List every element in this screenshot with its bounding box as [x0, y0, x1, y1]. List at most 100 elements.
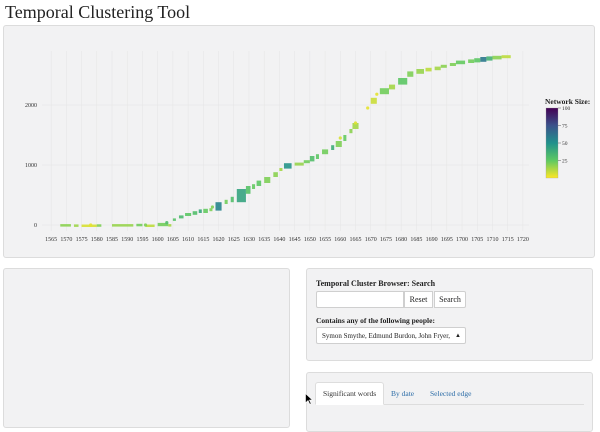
cluster-point[interactable]: [366, 106, 370, 110]
cluster-point[interactable]: [210, 205, 215, 209]
reset-button[interactable]: Reset: [404, 291, 433, 308]
search-button[interactable]: Search: [434, 291, 466, 308]
x-tick-label: 1670: [365, 237, 377, 243]
x-tick-label: 1675: [380, 237, 392, 243]
cluster-segment[interactable]: [203, 208, 208, 213]
cluster-segment[interactable]: [81, 224, 97, 228]
cluster-segment[interactable]: [198, 209, 202, 213]
cluster-segment[interactable]: [352, 123, 359, 129]
tab-selected-edge[interactable]: Selected edge: [430, 388, 472, 398]
x-tick-label: 1620: [213, 237, 225, 243]
cluster-segment[interactable]: [474, 58, 481, 63]
cluster-segment[interactable]: [434, 66, 441, 71]
x-axis: 1565 1570 1575 1580 1585 1590 1595 1600 1605 1610…: [45, 237, 529, 243]
cluster-segment[interactable]: [486, 56, 493, 61]
cluster-segment[interactable]: [96, 224, 102, 227]
cluster-segment[interactable]: [185, 213, 192, 216]
legend-colorbar: [545, 107, 559, 179]
cluster-segment[interactable]: [283, 163, 292, 169]
x-tick-label: 1605: [167, 237, 179, 243]
legend: Network Size: 100 75 50 25: [545, 97, 590, 179]
x-tick-label: 1710: [486, 237, 498, 243]
tab-significant-words[interactable]: Significant words: [315, 382, 385, 405]
cluster-segment[interactable]: [236, 189, 246, 203]
cluster-point[interactable]: [375, 92, 379, 96]
cluster-segment[interactable]: [349, 129, 353, 134]
cluster-segment[interactable]: [331, 145, 335, 150]
x-tick-label: 1660: [334, 237, 346, 243]
cluster-segment[interactable]: [264, 177, 271, 183]
cluster-segment[interactable]: [172, 218, 176, 221]
cluster-segment[interactable]: [501, 55, 511, 59]
x-tick-label: 1625: [228, 237, 240, 243]
cluster-segment[interactable]: [157, 222, 169, 227]
x-tick-label: 1655: [319, 237, 331, 243]
tab-bar: Significant words By date Selected edge: [315, 382, 584, 405]
cluster-point[interactable]: [353, 121, 358, 125]
people-select[interactable]: Symon Smythe, Edmund Burdon, John Fryer,…: [316, 327, 466, 344]
cluster-segment[interactable]: [256, 180, 262, 186]
network-chart[interactable]: 1565 1570 1575 1580 1585 1590 1595 1600 1605 1610…: [4, 26, 594, 257]
cluster-segment[interactable]: [294, 162, 304, 166]
x-tick-label: 1590: [121, 237, 133, 243]
cluster-segment[interactable]: [407, 71, 414, 77]
y-tick-label: 0: [34, 223, 37, 229]
cluster-segment[interactable]: [322, 149, 329, 155]
cluster-segment[interactable]: [145, 224, 155, 228]
cluster-point[interactable]: [89, 223, 93, 227]
cluster-point[interactable]: [338, 136, 342, 140]
cluster-segment[interactable]: [245, 186, 251, 194]
cluster-segment[interactable]: [112, 224, 134, 227]
cluster-segment[interactable]: [449, 63, 456, 66]
cluster-segment[interactable]: [468, 59, 475, 63]
cluster-segment[interactable]: [252, 184, 256, 189]
cluster-segment[interactable]: [136, 223, 143, 227]
cluster-segment[interactable]: [492, 55, 502, 60]
x-tick-label: 1580: [91, 237, 103, 243]
cluster-segment[interactable]: [315, 154, 319, 159]
x-tick-label: 1665: [350, 237, 362, 243]
x-tick-label: 1635: [258, 237, 270, 243]
cluster-segment[interactable]: [273, 172, 278, 177]
cluster-point[interactable]: [165, 221, 169, 225]
cluster-segment[interactable]: [73, 224, 79, 227]
cluster-segment[interactable]: [303, 160, 310, 164]
cluster-segment[interactable]: [480, 57, 487, 62]
cluster-segment[interactable]: [343, 135, 347, 141]
y-tick-label: 1000: [25, 163, 37, 169]
cluster-segment[interactable]: [279, 168, 283, 171]
cluster-segment[interactable]: [230, 196, 234, 203]
x-tick-label: 1585: [106, 237, 118, 243]
cluster-segment[interactable]: [209, 208, 213, 212]
cluster-segment[interactable]: [398, 78, 408, 85]
cluster-segment[interactable]: [455, 60, 466, 65]
search-panel: Temporal Cluster Browser: Search Reset S…: [306, 268, 593, 361]
chart-marks[interactable]: [60, 55, 511, 228]
legend-tick-label: 75: [562, 124, 568, 130]
cluster-segment[interactable]: [388, 84, 396, 90]
cluster-segment[interactable]: [178, 215, 184, 219]
tab-by-date[interactable]: By date: [391, 388, 415, 398]
cluster-segment[interactable]: [425, 67, 432, 72]
cluster-point[interactable]: [143, 223, 148, 227]
cluster-segment[interactable]: [192, 211, 198, 215]
cluster-segment[interactable]: [215, 202, 222, 211]
cluster-segment[interactable]: [335, 141, 342, 147]
people-filter-label: Contains any of the following people:: [316, 316, 435, 325]
x-tick-label: 1685: [410, 237, 422, 243]
x-tick-label: 1690: [426, 237, 438, 243]
cluster-segment[interactable]: [416, 69, 424, 74]
x-tick-label: 1645: [289, 237, 301, 243]
x-tick-label: 1720: [517, 237, 529, 243]
cluster-segment[interactable]: [309, 156, 315, 162]
cluster-segment[interactable]: [224, 199, 228, 204]
cluster-segment[interactable]: [60, 224, 71, 227]
x-tick-label: 1640: [273, 237, 285, 243]
search-heading: Temporal Cluster Browser: Search: [316, 279, 436, 288]
cluster-segment[interactable]: [379, 88, 389, 95]
cluster-segment[interactable]: [370, 97, 377, 104]
cluster-segment[interactable]: [440, 64, 447, 68]
search-input[interactable]: [316, 291, 404, 308]
x-tick-label: 1575: [76, 237, 88, 243]
cluster-segment[interactable]: [168, 224, 172, 227]
